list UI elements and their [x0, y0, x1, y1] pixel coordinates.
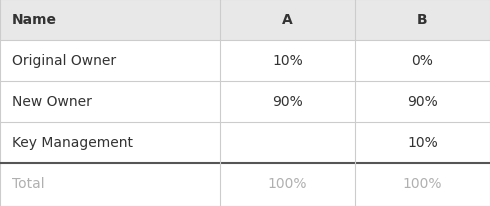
Text: New Owner: New Owner — [12, 95, 92, 109]
Text: 0%: 0% — [412, 54, 434, 68]
Text: 100%: 100% — [268, 177, 307, 191]
Bar — [0, 41, 490, 82]
Text: A: A — [282, 13, 293, 27]
Bar — [0, 0, 490, 41]
Text: 10%: 10% — [407, 136, 438, 150]
Text: Key Management: Key Management — [12, 136, 133, 150]
Bar — [0, 163, 490, 204]
Bar — [0, 82, 490, 122]
Text: Total: Total — [12, 177, 45, 191]
Text: 10%: 10% — [272, 54, 303, 68]
Bar — [0, 122, 490, 163]
Text: 90%: 90% — [272, 95, 303, 109]
Text: 90%: 90% — [407, 95, 438, 109]
Text: Original Owner: Original Owner — [12, 54, 116, 68]
Text: Name: Name — [12, 13, 57, 27]
Text: B: B — [417, 13, 428, 27]
Text: 100%: 100% — [403, 177, 442, 191]
